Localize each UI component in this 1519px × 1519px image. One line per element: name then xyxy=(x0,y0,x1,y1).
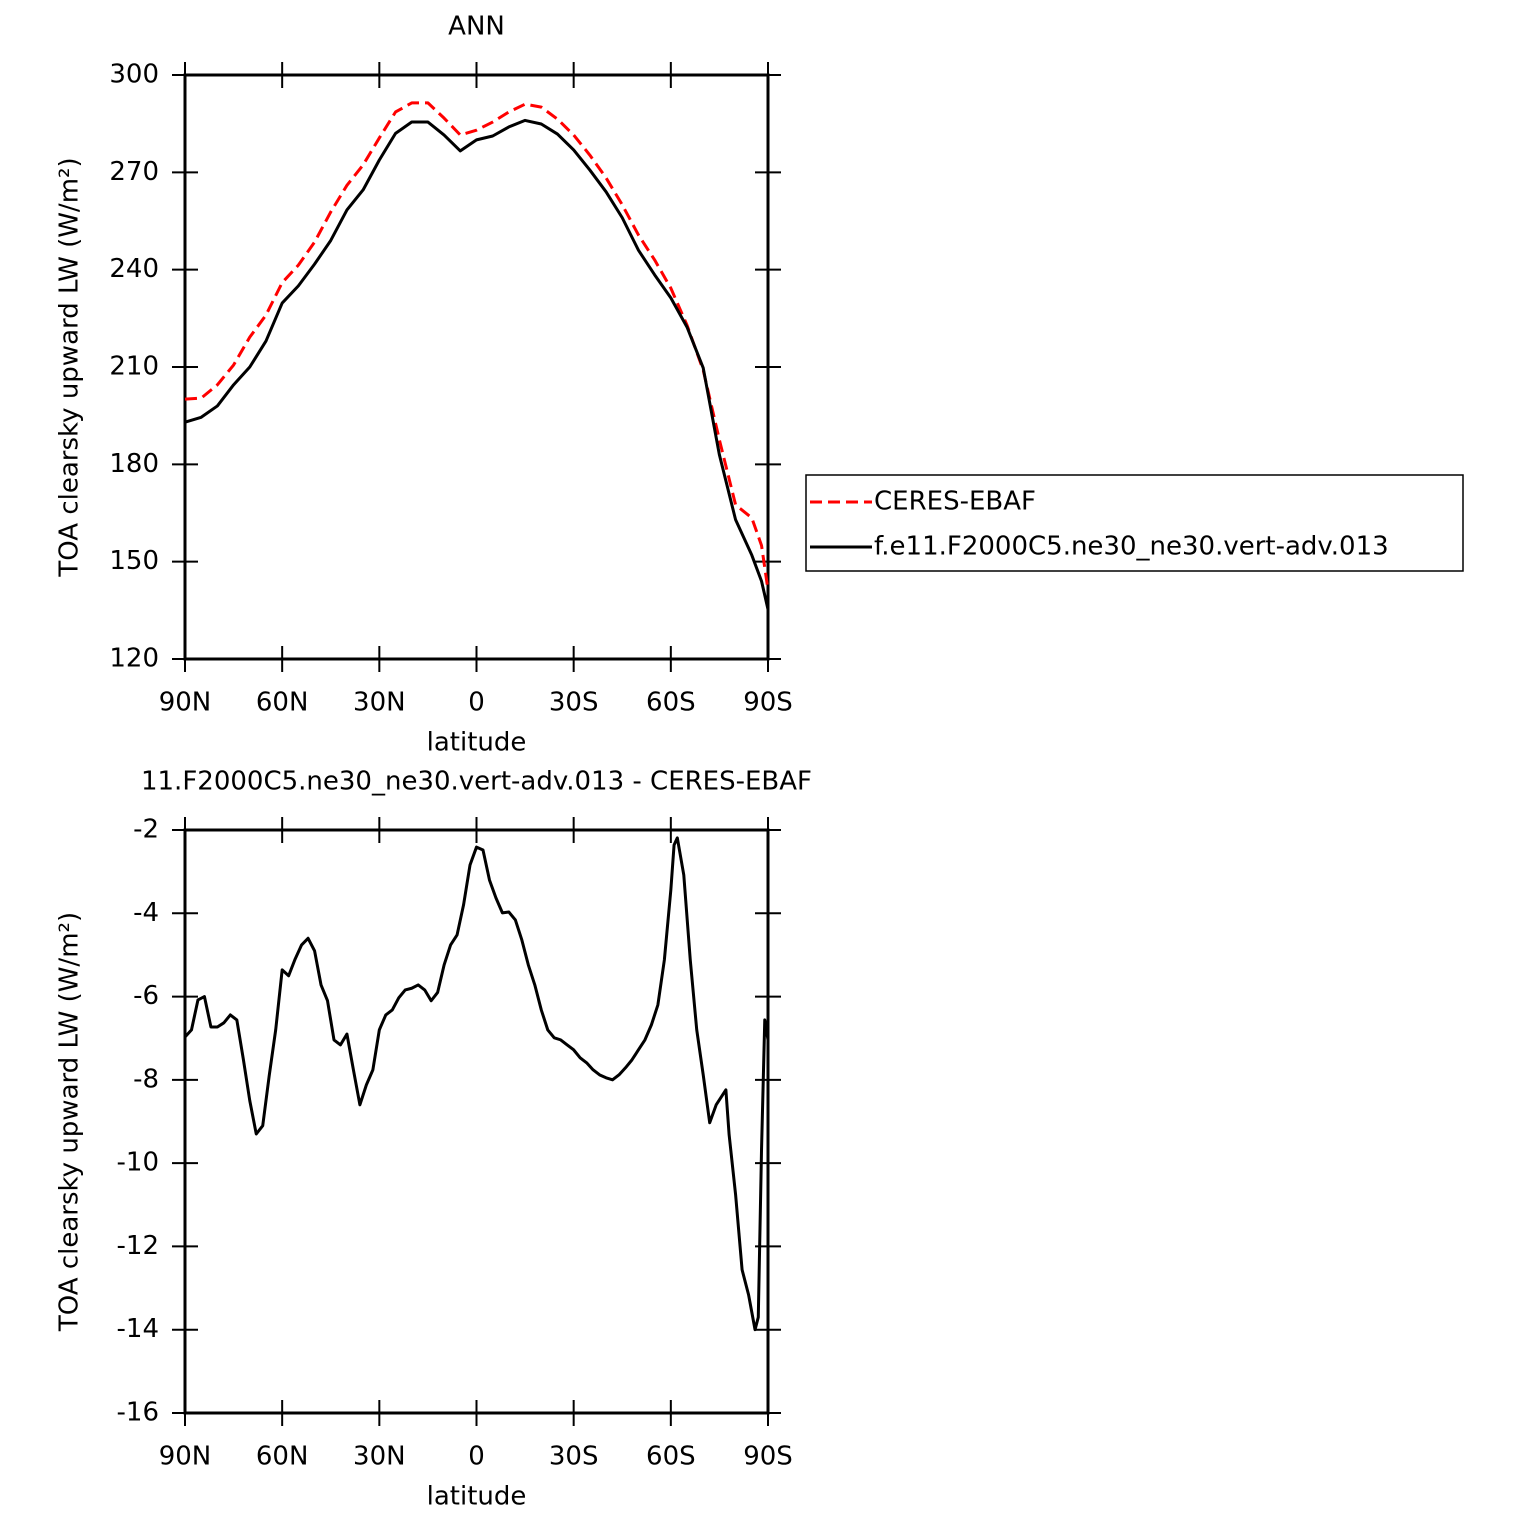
x-tick-label: 90S xyxy=(743,688,793,718)
chart-title: ANN xyxy=(448,12,505,42)
y-tick-label: -16 xyxy=(117,1398,159,1428)
y-axis-label: TOA clearsky upward LW (W/m²) xyxy=(55,157,85,577)
x-tick-label: 30N xyxy=(353,688,406,718)
y-tick-label: 210 xyxy=(109,352,159,382)
x-axis-label: latitude xyxy=(427,728,527,758)
y-tick-label: 180 xyxy=(109,449,159,479)
legend-box xyxy=(805,474,1464,572)
x-tick-label: 60S xyxy=(646,688,696,718)
legend-label: CERES-EBAF xyxy=(874,487,1036,517)
x-tick-label: 90S xyxy=(743,1442,793,1472)
y-tick-label: 120 xyxy=(109,644,159,674)
x-tick-label: 90N xyxy=(159,688,212,718)
x-tick-label: 60N xyxy=(256,1442,309,1472)
y-tick-label: -8 xyxy=(133,1064,159,1094)
x-axis-label: latitude xyxy=(427,1482,527,1512)
y-tick-label: -10 xyxy=(117,1148,159,1178)
legend-label: f.e11.F2000C5.ne30_ne30.vert-adv.013 xyxy=(874,532,1389,562)
x-tick-label: 90N xyxy=(159,1442,212,1472)
x-tick-label: 0 xyxy=(468,1442,485,1472)
data-line xyxy=(184,118,770,610)
data-line xyxy=(184,101,770,591)
y-tick-label: -14 xyxy=(117,1314,159,1344)
chart-title: 11.F2000C5.ne30_ne30.vert-adv.013 - CERE… xyxy=(141,767,812,797)
data-line xyxy=(183,836,770,1332)
plot-frame xyxy=(183,73,770,661)
y-tick-label: 150 xyxy=(109,546,159,576)
x-tick-label: 60N xyxy=(256,688,309,718)
plot-frame xyxy=(183,828,770,1415)
y-tick-label: -12 xyxy=(117,1231,159,1261)
y-tick-label: -2 xyxy=(133,815,159,845)
x-tick-label: 30S xyxy=(549,688,599,718)
x-tick-label: 0 xyxy=(468,688,485,718)
y-tick-label: 240 xyxy=(109,254,159,284)
x-tick-label: 30N xyxy=(353,1442,406,1472)
y-tick-label: -4 xyxy=(133,898,159,928)
y-tick-label: 270 xyxy=(109,157,159,187)
y-axis-label: TOA clearsky upward LW (W/m²) xyxy=(55,912,85,1332)
y-tick-label: -6 xyxy=(133,981,159,1011)
x-tick-label: 30S xyxy=(549,1442,599,1472)
y-tick-label: 300 xyxy=(109,60,159,90)
x-tick-label: 60S xyxy=(646,1442,696,1472)
